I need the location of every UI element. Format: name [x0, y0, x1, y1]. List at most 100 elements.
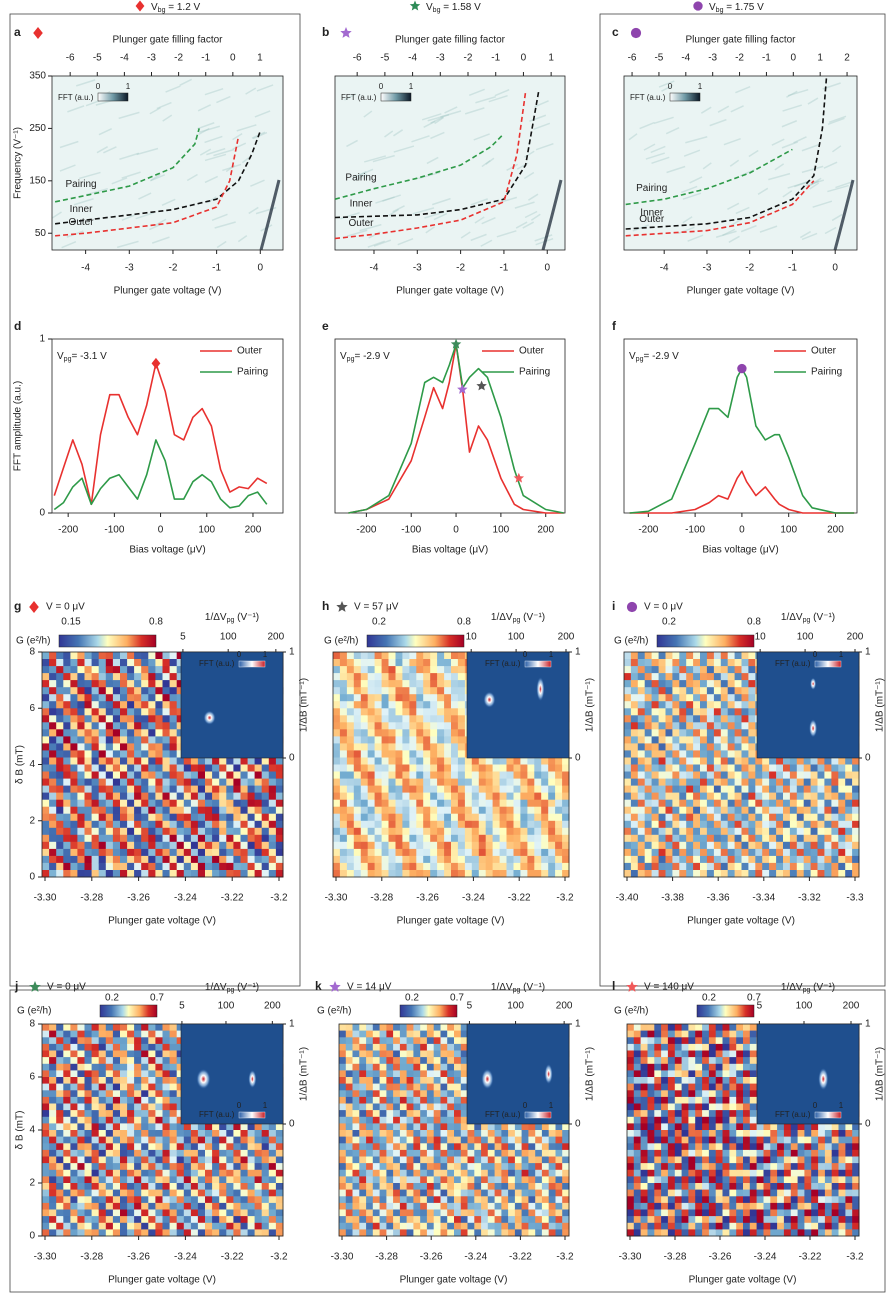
heatmap-cell — [375, 736, 382, 744]
heatmap-cell — [49, 1077, 57, 1084]
heatmap-cell — [333, 849, 340, 857]
heatmap-cell — [672, 722, 679, 730]
heatmap-cell — [170, 772, 178, 780]
heatmap-cell — [548, 800, 555, 808]
x-tick-label: -4 — [81, 263, 90, 274]
heatmap-cell — [852, 786, 859, 794]
header-label-sub: bg — [158, 7, 166, 14]
heatmap-cell — [177, 807, 185, 815]
heatmap-cell — [219, 1223, 227, 1230]
x-tick-label: -3.26 — [416, 893, 439, 904]
heatmap-cell — [276, 779, 284, 787]
heatmap-cell — [472, 821, 479, 829]
heatmap-cell — [233, 1137, 241, 1144]
heatmap-cell — [155, 708, 163, 716]
heatmap-cell — [742, 772, 749, 780]
heatmap-cell — [233, 1130, 241, 1137]
heatmap-cell — [514, 835, 521, 843]
heatmap-cell — [797, 863, 804, 871]
heatmap-cell — [444, 708, 451, 716]
heatmap-cell — [127, 835, 135, 843]
heatmap-cell — [113, 1097, 121, 1104]
heatmap-cell — [85, 821, 93, 829]
heatmap-cell — [155, 779, 163, 787]
heatmap-cell — [624, 856, 631, 864]
heatmap-cell — [85, 1143, 93, 1150]
heatmap-cell — [659, 849, 666, 857]
heatmap-cell — [776, 772, 783, 780]
heatmap-cell — [354, 821, 361, 829]
x2-tick-label: 1 — [817, 53, 823, 64]
heatmap-cell — [679, 722, 686, 730]
heatmap-cell — [255, 842, 263, 850]
heatmap-cell — [205, 1210, 213, 1217]
heatmap-cell — [333, 687, 340, 695]
heatmap-cell — [276, 1150, 284, 1157]
heatmap-cell — [241, 1183, 249, 1190]
heatmap-cell — [624, 786, 631, 794]
heatmap-cell — [444, 673, 451, 681]
heatmap-cell — [85, 1057, 93, 1064]
heatmap-cell — [534, 828, 541, 836]
heatmap-cell — [686, 687, 693, 695]
heatmap-cell — [70, 687, 78, 695]
heatmap-cell — [347, 870, 354, 878]
heatmap-cell — [451, 786, 458, 794]
heatmap-cell — [70, 1037, 78, 1044]
heatmap-cell — [340, 659, 347, 667]
heatmap-cell — [170, 1170, 178, 1177]
y-tick-label: 6 — [29, 703, 35, 714]
heatmap-cell — [191, 1130, 199, 1137]
heatmap-cell — [77, 1183, 85, 1190]
heatmap-cell — [63, 1070, 71, 1077]
heatmap-cell — [354, 800, 361, 808]
heatmap-cell — [42, 1044, 50, 1051]
heatmap-cell — [402, 659, 409, 667]
heatmap-cell — [514, 779, 521, 787]
heatmap-cell — [686, 750, 693, 758]
heatmap-cell — [458, 807, 465, 815]
heatmap-cell — [409, 765, 416, 773]
heatmap-cell — [141, 722, 149, 730]
heatmap-cell — [824, 772, 831, 780]
heatmap-cell — [205, 1137, 213, 1144]
colorbar — [98, 93, 128, 101]
heatmap-cell — [141, 765, 149, 773]
heatmap-cell — [347, 701, 354, 709]
heatmap-cell — [721, 680, 728, 688]
heatmap-cell — [134, 870, 142, 878]
heatmap-cell — [645, 652, 652, 660]
inset-y-label: 1/ΔB (mT⁻¹) — [585, 678, 596, 732]
x-tick-label: -3 — [702, 263, 711, 274]
heatmap-cell — [735, 800, 742, 808]
heatmap-cell — [347, 786, 354, 794]
heatmap-cell — [85, 1077, 93, 1084]
heatmap-cell — [226, 1143, 234, 1150]
heatmap-cell — [106, 1176, 114, 1183]
heatmap-cell — [56, 659, 64, 667]
heatmap-cell — [389, 779, 396, 787]
heatmap-cell — [148, 1163, 156, 1170]
heatmap-cell — [679, 758, 686, 766]
heatmap-cell — [389, 856, 396, 864]
heatmap-cell — [56, 1123, 64, 1130]
heatmap-cell — [624, 828, 631, 836]
heatmap-cell — [444, 793, 451, 801]
heatmap-cell — [120, 772, 128, 780]
heatmap-cell — [120, 849, 128, 857]
heatmap-cell — [99, 1051, 107, 1058]
heatmap-cell — [693, 863, 700, 871]
heatmap-cell — [416, 793, 423, 801]
heatmap-cell — [375, 800, 382, 808]
heatmap-cell — [155, 1084, 163, 1091]
heatmap-cell — [755, 772, 762, 780]
heatmap-cell — [106, 715, 114, 723]
heatmap-cell — [831, 849, 838, 857]
heatmap-cell — [184, 870, 192, 878]
heatmap-cell — [514, 849, 521, 857]
heatmap-cell — [423, 680, 430, 688]
heatmap-cell — [430, 856, 437, 864]
heatmap-cell — [42, 680, 50, 688]
heatmap-cell — [70, 736, 78, 744]
heatmap-cell — [845, 828, 852, 836]
